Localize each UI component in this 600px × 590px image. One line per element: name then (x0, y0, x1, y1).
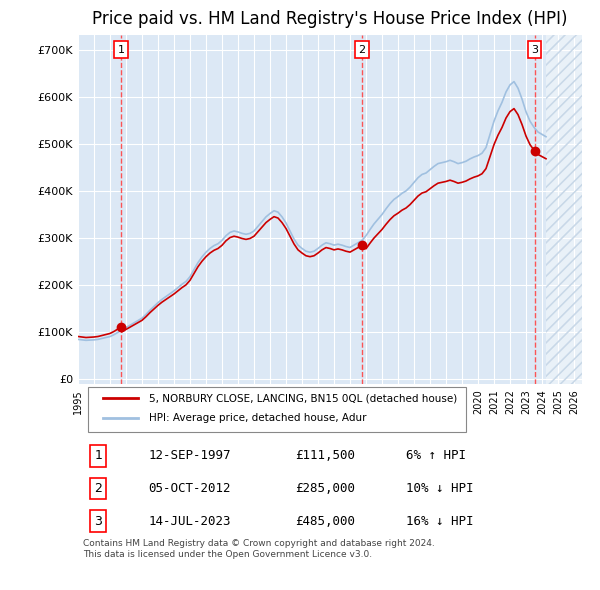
Text: HPI: Average price, detached house, Adur: HPI: Average price, detached house, Adur (149, 414, 366, 424)
Text: 3: 3 (94, 515, 102, 528)
Text: 14-JUL-2023: 14-JUL-2023 (149, 515, 231, 528)
Text: 1: 1 (94, 450, 102, 463)
Text: 5, NORBURY CLOSE, LANCING, BN15 0QL (detached house): 5, NORBURY CLOSE, LANCING, BN15 0QL (det… (149, 394, 457, 404)
Text: 2: 2 (359, 44, 366, 54)
Text: 2: 2 (94, 482, 102, 495)
Text: Contains HM Land Registry data © Crown copyright and database right 2024.
This d: Contains HM Land Registry data © Crown c… (83, 539, 435, 559)
Text: 12-SEP-1997: 12-SEP-1997 (149, 450, 231, 463)
Text: £485,000: £485,000 (295, 515, 355, 528)
Text: 10% ↓ HPI: 10% ↓ HPI (406, 482, 473, 495)
Text: £285,000: £285,000 (295, 482, 355, 495)
Text: £111,500: £111,500 (295, 450, 355, 463)
Text: 05-OCT-2012: 05-OCT-2012 (149, 482, 231, 495)
Bar (546, 35, 582, 384)
Bar (546, 35, 582, 384)
Title: 5, NORBURY CLOSE, LANCING, BN15 0QL
Price paid vs. HM Land Registry's House Pric: 5, NORBURY CLOSE, LANCING, BN15 0QL Pric… (92, 0, 568, 28)
Text: 1: 1 (118, 44, 125, 54)
Text: 16% ↓ HPI: 16% ↓ HPI (406, 515, 473, 528)
Text: 6% ↑ HPI: 6% ↑ HPI (406, 450, 466, 463)
FancyBboxPatch shape (88, 386, 466, 432)
Text: 3: 3 (531, 44, 538, 54)
